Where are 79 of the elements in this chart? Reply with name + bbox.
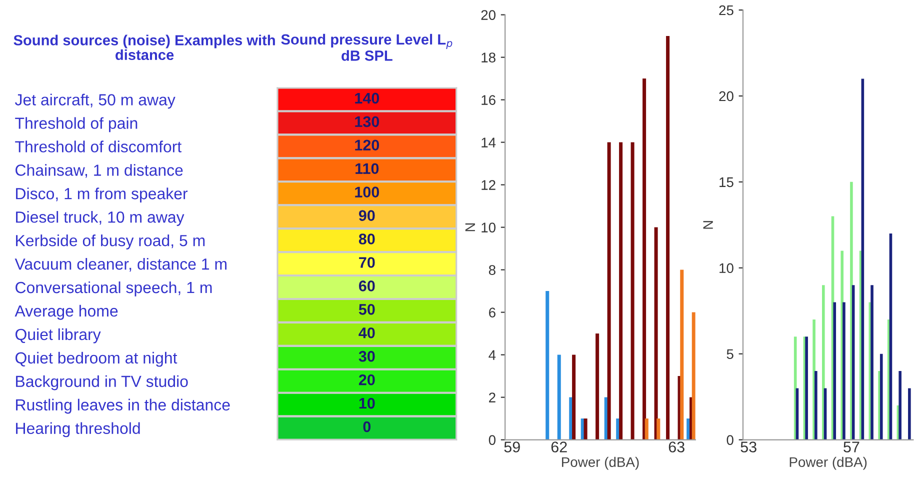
y-tick-label: Threshold of pain <box>15 117 138 132</box>
x-tick-label: 57 <box>844 442 860 452</box>
data-label: 80 <box>358 234 375 244</box>
y-tick-label: 20 <box>481 10 496 20</box>
bar <box>666 36 670 440</box>
y-tick-label: Kerbside of busy road, 5 m <box>16 234 205 250</box>
data-label: 20 <box>358 374 375 386</box>
y-tick-label: 20 <box>719 91 734 102</box>
y-tick-label: Vacuum cleaner, distance 1 m <box>14 258 226 272</box>
y-tick-label: 25 <box>719 5 734 16</box>
bar <box>557 354 561 440</box>
y-tick-label: 10 <box>482 222 496 232</box>
bar <box>644 418 648 440</box>
data-label: 90 <box>358 210 375 221</box>
y-tick-label: Background in TV studio <box>16 375 188 390</box>
y-tick-label: Average home <box>14 304 118 320</box>
y-tick-label: 10 <box>720 263 734 274</box>
data-label: 0 <box>363 421 371 432</box>
y-tick-label: 5 <box>726 349 734 360</box>
y-tick-label: 15 <box>720 177 734 188</box>
bar <box>880 354 883 440</box>
y-tick-label: 8 <box>488 265 496 275</box>
bar <box>596 334 600 440</box>
y-tick-label: 6 <box>489 308 496 318</box>
y-tick-label: 16 <box>482 95 496 105</box>
category-label: Sound pressure Level L$_{p}$ dB SPL <box>281 34 452 61</box>
y-tick-label: Disco, 1 m from speaker <box>16 188 188 202</box>
y-tick-label: Jet aircraft, 50 m away <box>14 94 176 109</box>
data-label: 50 <box>358 304 375 315</box>
bar <box>546 291 550 440</box>
x-tick-label: 53 <box>740 442 756 452</box>
bar <box>654 227 658 440</box>
bar <box>908 388 911 440</box>
y-axis-title: N <box>703 221 713 229</box>
y-tick-label: Rustling leaves in the distance <box>16 398 230 414</box>
x-axis-title: Power (dBA) <box>562 456 639 470</box>
y-tick-label: 12 <box>482 180 496 190</box>
data-label: 140 <box>355 92 380 104</box>
data-label: 100 <box>355 186 380 198</box>
y-axis-title: Sound sources (noise) Examples with distance <box>14 34 275 60</box>
bar <box>630 142 634 440</box>
x-axis-title: Power (dBA) <box>790 456 867 470</box>
bar <box>870 285 874 440</box>
data-label: 60 <box>358 280 375 292</box>
bar <box>814 371 818 440</box>
y-tick-label: 18 <box>482 52 496 62</box>
y-tick-label: Threshold of discomfort <box>15 140 182 152</box>
bar <box>642 78 646 440</box>
data-label: 130 <box>355 116 380 128</box>
y-tick-label: Quiet bedroom at night <box>16 352 178 367</box>
data-label: 70 <box>359 257 375 268</box>
y-tick-label: Conversational speech, 1 m <box>16 281 212 296</box>
x-tick-label: 62 <box>551 442 567 452</box>
y-tick-label: 2 <box>489 392 496 402</box>
bar <box>607 142 611 440</box>
y-tick-label: Quiet library <box>16 328 101 344</box>
bar <box>833 302 836 440</box>
y-tick-label: 0 <box>726 435 734 445</box>
y-tick-label: Diesel truck, 10 m away <box>16 211 184 226</box>
data-label: 30 <box>358 350 375 362</box>
x-tick-label: 59 <box>504 442 520 452</box>
y-tick-label: 0 <box>488 435 496 445</box>
y-tick-label: 4 <box>488 350 496 360</box>
data-label: 120 <box>355 140 380 151</box>
bar <box>680 270 684 440</box>
bar <box>842 302 846 440</box>
y-tick-label: 14 <box>482 138 496 148</box>
data-label: 40 <box>358 327 375 338</box>
data-label: 110 <box>356 163 379 174</box>
y-axis-title: N <box>465 223 475 232</box>
x-tick-label: 63 <box>668 442 684 452</box>
bar <box>619 142 623 440</box>
bar <box>572 354 576 440</box>
bar <box>898 371 902 440</box>
bar <box>656 418 660 440</box>
bar <box>584 418 588 440</box>
y-tick-label: Chainsaw, 1 m distance <box>16 164 183 178</box>
y-tick-label: Hearing threshold <box>16 422 140 438</box>
data-label: 10 <box>359 398 375 409</box>
